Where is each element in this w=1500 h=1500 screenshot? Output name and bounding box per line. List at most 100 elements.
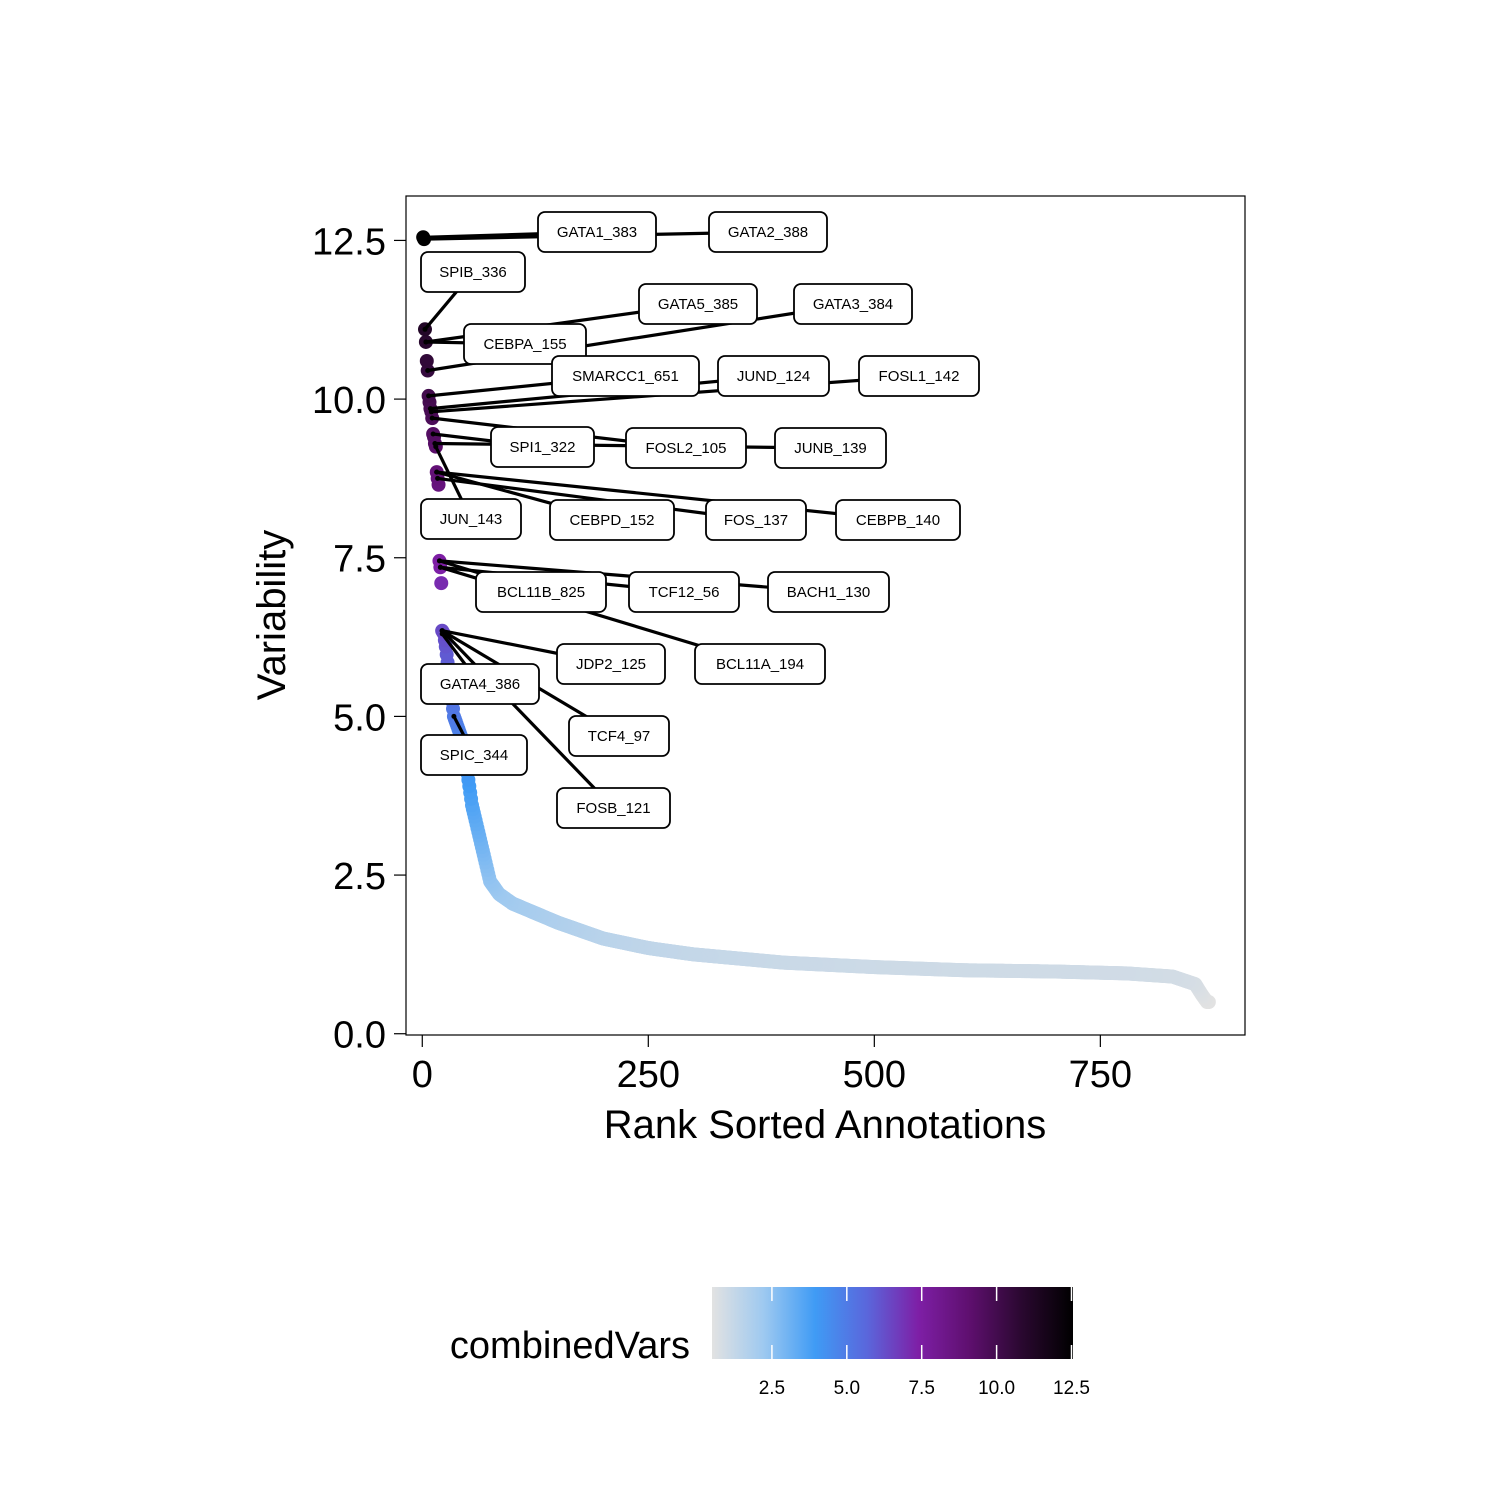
point-label-text: GATA5_385 (658, 296, 738, 313)
y-axis-title: Variability (250, 530, 294, 700)
connector-anchor (433, 444, 439, 450)
legend-colorbar (712, 1287, 1073, 1359)
connector-anchor (451, 713, 457, 719)
point-label: CEBPA_155 (463, 323, 587, 365)
point-label: FOSB_121 (556, 787, 671, 829)
y-tick-label: 12.5 (312, 221, 386, 263)
point-label-text: FOSL2_105 (646, 440, 727, 457)
y-tick-label: 2.5 (333, 856, 386, 898)
point-label: FOS_137 (705, 499, 807, 541)
point-label-text: CEBPD_152 (569, 512, 654, 529)
point-label-box (463, 323, 587, 365)
point-label-text: GATA4_386 (440, 676, 520, 693)
point-label-text: TCF4_97 (588, 728, 651, 745)
connector-anchor (423, 339, 429, 345)
legend-tick-label: 12.5 (1053, 1378, 1090, 1399)
point-label: GATA5_385 (638, 283, 758, 325)
connector-anchor (430, 431, 436, 437)
connector-anchor (429, 415, 435, 421)
point-label: BCL11B_825 (475, 571, 607, 613)
point-label: JUN_143 (420, 498, 522, 540)
point-label-text: FOSL1_142 (879, 368, 960, 385)
point-label-text: GATA2_388 (728, 224, 808, 241)
point-label: SPI1_322 (490, 426, 595, 468)
connector-anchor (437, 564, 443, 570)
point-label-box (694, 643, 826, 685)
point-label-text: CEBPA_155 (483, 336, 566, 353)
point-label-box (858, 355, 980, 397)
connector-anchor (426, 393, 432, 399)
point-label-box (638, 283, 758, 325)
point-label: JUND_124 (717, 355, 830, 397)
point-label: GATA2_388 (708, 211, 828, 253)
x-tick-label: 750 (1069, 1054, 1132, 1096)
point-label-box (420, 734, 528, 776)
point-label-box (568, 715, 670, 757)
point-label: SPIB_336 (420, 251, 526, 293)
point-label-text: JUNB_139 (794, 440, 867, 457)
point-label-text: BCL11A_194 (716, 656, 804, 673)
x-axis: 0 250 500 750 (412, 1035, 1132, 1096)
point-label-text: SPIB_336 (439, 264, 507, 281)
y-tick-label: 7.5 (333, 539, 386, 581)
point-label-box (551, 355, 700, 397)
point-label-box (767, 571, 890, 613)
point-label-text: JUN_143 (440, 511, 503, 528)
point-label-text: GATA1_383 (557, 224, 637, 241)
x-tick-label: 500 (843, 1054, 906, 1096)
y-axis: 0.0 2.5 5.0 7.5 10.0 12.5 (312, 221, 406, 1057)
point-label: GATA3_384 (793, 283, 913, 325)
point-label-text: TCF12_56 (649, 584, 720, 601)
legend-tick-label: 10.0 (978, 1378, 1015, 1399)
legend-tick-label: 5.0 (834, 1378, 860, 1399)
y-tick-label: 0.0 (333, 1015, 386, 1057)
x-axis-title: Rank Sorted Annotations (604, 1103, 1047, 1147)
point-label-box (717, 355, 830, 397)
point-label-box (549, 499, 675, 541)
y-tick-label: 10.0 (312, 380, 386, 422)
connector-anchor (434, 469, 440, 475)
data-point (419, 354, 434, 369)
point-label: SMARCC1_651 (551, 355, 700, 397)
point-label-text: BCL11B_825 (497, 584, 585, 601)
point-label-text: JDP2_125 (576, 656, 646, 673)
legend-tick-label: 7.5 (908, 1378, 934, 1399)
point-label: FOSL1_142 (858, 355, 980, 397)
point-label: JUNB_139 (774, 427, 887, 469)
color-legend: combinedVars 2.5 5.0 7.5 10.0 12.5 (450, 1287, 1090, 1399)
point-label-box (835, 499, 961, 541)
point-label-box (490, 426, 595, 468)
point-label-box (628, 571, 740, 613)
y-tick-label: 5.0 (333, 697, 386, 739)
point-label-box (420, 251, 526, 293)
point-label-box (708, 211, 828, 253)
point-label-box (556, 787, 671, 829)
point-label-text: FOSB_121 (576, 800, 650, 817)
connector-anchor (421, 236, 427, 242)
connector-line (441, 629, 615, 810)
point-label-box (774, 427, 887, 469)
point-label-text: SMARCC1_651 (572, 368, 679, 385)
connector-anchor (428, 409, 434, 415)
point-label-text: SPI1_322 (510, 439, 576, 456)
point-label: CEBPB_140 (835, 499, 961, 541)
point-label-box (625, 427, 747, 469)
point-label-text: SPIC_344 (440, 747, 508, 764)
connector-line (436, 470, 899, 522)
point-label-box (537, 211, 657, 253)
point-label-text: CEBPB_140 (856, 512, 940, 529)
point-label-box (420, 663, 540, 705)
point-label-box (420, 498, 522, 540)
point-label: BCL11A_194 (694, 643, 826, 685)
point-labels: GATA1_383 GATA2_388 SPIB_336 CEBPA_155 GATA5… (420, 211, 980, 829)
point-label-text: FOS_137 (724, 512, 788, 529)
connector-anchor (425, 368, 431, 373)
point-label: BACH1_130 (767, 571, 890, 613)
point-label: FOSL2_105 (625, 427, 747, 469)
point-label: SPIC_344 (420, 734, 528, 776)
legend-tick-label: 2.5 (759, 1378, 785, 1399)
point-label: JDP2_125 (556, 643, 666, 685)
connector-anchor (437, 558, 442, 564)
point-label-box (475, 571, 607, 613)
